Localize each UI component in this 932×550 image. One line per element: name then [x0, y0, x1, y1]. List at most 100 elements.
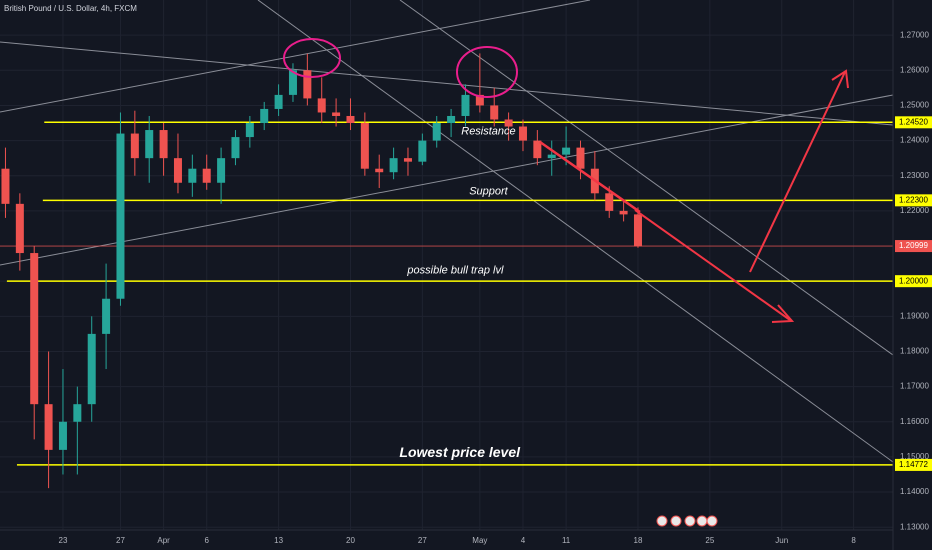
- trend-line: [0, 0, 591, 113]
- event-icon: [684, 515, 696, 527]
- x-tick-label: Jun: [775, 536, 788, 545]
- event-icons: [656, 515, 718, 527]
- y-tick-label: 1.23000: [900, 171, 929, 180]
- candle-body: [102, 298, 111, 334]
- x-tick-label: 20: [346, 536, 355, 545]
- price-label-box: [895, 458, 932, 471]
- candle-body: [619, 210, 628, 215]
- trend-line: [0, 41, 894, 126]
- y-tick-label: 1.26000: [900, 65, 929, 74]
- y-tick-label: 1.18000: [900, 347, 929, 356]
- x-tick-label: 27: [116, 536, 125, 545]
- candle-body: [633, 214, 642, 247]
- candle-body: [547, 154, 556, 159]
- price-label: 1.14772: [899, 460, 928, 469]
- candle-body: [188, 168, 197, 183]
- annotation: possible bull trap lvl: [406, 265, 504, 277]
- price-label-box: [895, 275, 932, 288]
- candle-body: [562, 147, 571, 155]
- candle-body: [145, 130, 154, 159]
- y-tick-label: 1.27000: [900, 30, 929, 39]
- x-tick-label: 25: [705, 536, 714, 545]
- y-tick-label: 1.14000: [900, 487, 929, 496]
- candle-body: [518, 126, 527, 141]
- drawings: [283, 38, 849, 323]
- candle-body: [346, 115, 355, 124]
- candle-body: [44, 404, 53, 450]
- y-tick-label: 1.25000: [900, 101, 929, 110]
- candle-body: [30, 253, 39, 405]
- candle-body: [202, 168, 211, 183]
- candle-body: [533, 140, 542, 159]
- channel-line: [257, 0, 894, 463]
- y-tick-label: 1.24000: [900, 136, 929, 145]
- red-arrow: [749, 71, 846, 273]
- price-label: 1.24520: [899, 117, 928, 126]
- arrow-head: [771, 304, 795, 323]
- x-tick-label: 4: [521, 536, 526, 545]
- last-price-box: [895, 240, 932, 253]
- candle-body: [116, 133, 125, 299]
- candle-body: [1, 168, 10, 204]
- candle-body: [389, 158, 398, 173]
- candle-body: [576, 147, 585, 169]
- candle-body: [418, 140, 427, 162]
- candle-body: [15, 203, 24, 254]
- highlight-circle: [283, 38, 341, 78]
- last-price-label: 1.20999: [899, 241, 928, 250]
- x-tick-label: 13: [274, 536, 283, 545]
- candle-body: [332, 112, 341, 116]
- candle-body: [461, 94, 470, 116]
- candle-body: [432, 123, 441, 141]
- x-tick-label: Apr: [157, 536, 170, 545]
- red-arrow: [539, 140, 641, 214]
- candle-body: [288, 70, 297, 95]
- candle-body: [274, 94, 283, 109]
- candle-body: [231, 137, 240, 159]
- annotation: Support: [469, 185, 508, 197]
- candle-body: [130, 133, 139, 159]
- x-tick-label: 6: [204, 536, 209, 545]
- candle-body: [73, 404, 82, 422]
- candle-body: [58, 421, 67, 450]
- highlight-circle: [456, 46, 518, 98]
- candle-body: [504, 119, 513, 127]
- candle-body: [447, 115, 456, 124]
- candle-body: [490, 105, 499, 120]
- annotation: Lowest price level: [399, 444, 521, 460]
- x-tick-label: 8: [851, 536, 856, 545]
- candle-body: [360, 123, 369, 169]
- price-label: 1.22300: [899, 195, 928, 204]
- candle-body: [245, 123, 254, 138]
- x-tick-label: 11: [562, 536, 571, 545]
- event-icon: [656, 515, 668, 527]
- annotation: Resistance: [461, 126, 515, 138]
- y-tick-label: 1.13000: [900, 522, 929, 531]
- trend-lines: [0, 0, 894, 463]
- event-icon: [670, 515, 682, 527]
- y-tick-label: 1.19000: [900, 311, 929, 320]
- x-tick-label: 18: [634, 536, 643, 545]
- candle-body: [303, 70, 312, 99]
- y-tick-label: 1.17000: [900, 382, 929, 391]
- candle-body: [403, 158, 412, 162]
- candle-body: [87, 333, 96, 405]
- candle-body: [260, 108, 269, 124]
- candle-body: [605, 193, 614, 211]
- price-label-box: [895, 194, 932, 207]
- price-label-box: [895, 116, 932, 129]
- candle-body: [159, 130, 168, 159]
- chart-title: British Pound / U.S. Dollar, 4h, FXCM: [4, 4, 137, 13]
- x-tick-label: 27: [418, 536, 427, 545]
- candle-body: [375, 168, 384, 173]
- candle-body: [173, 158, 182, 183]
- y-tick-label: 1.16000: [900, 417, 929, 426]
- levels: [0, 121, 893, 466]
- candle-body: [475, 94, 484, 106]
- arrow-head: [831, 69, 849, 89]
- candle-body: [217, 158, 226, 183]
- y-tick-label: 1.22000: [900, 206, 929, 215]
- candle-body: [317, 98, 326, 113]
